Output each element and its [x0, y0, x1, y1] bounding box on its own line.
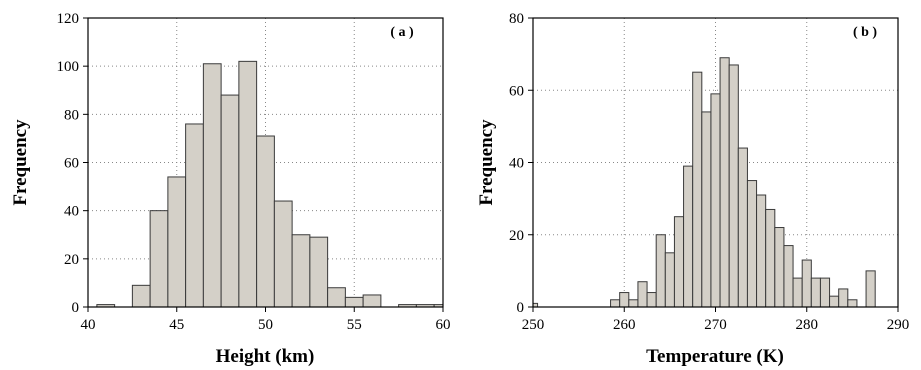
a-histogram-bar-8	[256, 135, 275, 308]
b-histogram-bar-18	[765, 208, 776, 308]
b-histogram-bar-16	[746, 180, 758, 308]
b-histogram-bar-2	[619, 292, 630, 308]
b-histogram-bar-21	[792, 277, 803, 308]
a-histogram-bar-14	[362, 294, 382, 308]
panel-a-height-histogram: 40 45 50 55 60 0 20 40 60 80 100 120 Height (km) Freq…	[10, 11, 451, 367]
b-panel-label: ( b )	[853, 25, 877, 40]
a-x-tick-label-4: 60	[436, 317, 451, 333]
b-histogram-bar-8	[673, 216, 685, 308]
b-histogram-bar-10	[692, 71, 703, 308]
a-y-tick-label-3: 60	[64, 156, 79, 172]
b-x-tick-label-0: 250	[522, 317, 545, 333]
b-x-tick-label-4: 290	[887, 317, 910, 333]
a-y-axis-label: Frequency	[10, 119, 31, 206]
b-histogram-bar-1	[610, 299, 621, 308]
a-histogram-bar-4	[185, 123, 204, 308]
b-histogram-bar-22	[801, 259, 812, 308]
a-x-axis-label: Height (km)	[216, 346, 315, 367]
a-histogram-bar-13	[344, 296, 364, 308]
a-histogram-bar-6	[220, 94, 240, 308]
a-histogram-bar-11	[309, 236, 329, 308]
a-y-tick-label-1: 20	[64, 252, 79, 268]
a-histogram-bar-5	[202, 63, 222, 308]
b-histogram-bar-20	[783, 245, 794, 308]
a-histogram-bar-2	[149, 210, 169, 308]
b-histogram-bar-27	[847, 299, 858, 308]
a-x-tick-label-0: 40	[81, 317, 96, 333]
a-y-tick-label-2: 40	[64, 204, 79, 220]
b-histogram-bar-19	[774, 227, 785, 308]
b-x-tick-label-3: 280	[796, 317, 819, 333]
a-panel-label: ( a )	[390, 25, 414, 40]
b-histogram-bar-25	[829, 295, 840, 308]
b-y-axis-label: Frequency	[476, 119, 497, 206]
b-histogram-bar-4	[637, 281, 648, 308]
b-histogram-bar-13	[719, 57, 730, 308]
b-y-tick-label-4: 80	[509, 11, 524, 27]
b-x-axis-label: Temperature (K)	[646, 346, 784, 367]
b-histogram-bar-28	[865, 270, 876, 308]
b-x-tick-label-2: 270	[704, 317, 727, 333]
b-histogram-bar-17	[756, 194, 767, 308]
b-histogram-bar-14	[728, 64, 739, 308]
a-histogram-bar-9	[273, 200, 293, 308]
b-y-tick-label-3: 60	[509, 83, 524, 99]
a-histogram-bar-12	[327, 287, 346, 308]
b-histogram-bar-23	[810, 277, 821, 308]
a-x-tick-label-1: 45	[169, 317, 184, 333]
b-histogram-bar-15	[737, 147, 748, 308]
b-histogram-bar-24	[819, 277, 831, 308]
a-y-tick-label-0: 0	[72, 300, 80, 316]
a-y-tick-label-5: 100	[57, 59, 80, 75]
b-y-tick-label-0: 0	[517, 300, 525, 316]
b-histogram-bar-5	[646, 292, 657, 308]
a-y-tick-label-6: 120	[57, 11, 80, 27]
a-x-tick-label-2: 50	[258, 317, 273, 333]
a-histogram-bar-3	[167, 176, 187, 308]
b-histogram-bar-9	[683, 165, 694, 308]
a-x-tick-label-3: 55	[347, 317, 362, 333]
b-histogram-bar-7	[664, 252, 675, 308]
b-histogram-bar-3	[628, 299, 639, 308]
b-y-tick-label-2: 40	[509, 156, 524, 172]
panel-b-temperature-histogram: 250 260 270 280 290 0 20 40 60 80 Temperature (K) F…	[476, 11, 909, 367]
a-histogram-bar-1	[131, 284, 151, 308]
b-histogram-bar-12	[710, 93, 721, 308]
b-y-tick-label-1: 20	[509, 228, 524, 244]
b-histogram-bar-11	[701, 111, 712, 308]
a-histogram-bar-7	[238, 60, 258, 308]
b-x-tick-label-1: 260	[613, 317, 636, 333]
a-y-tick-label-4: 80	[64, 107, 79, 123]
a-histogram-bar-10	[291, 234, 311, 308]
b-histogram-bar-6	[655, 234, 666, 308]
b-histogram-bar-26	[838, 288, 849, 308]
